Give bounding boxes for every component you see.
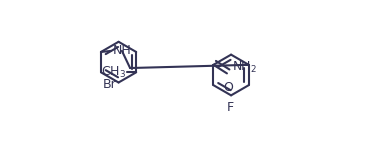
Text: Br: Br — [103, 78, 116, 91]
Text: F: F — [226, 101, 234, 114]
Text: CH$_3$: CH$_3$ — [101, 65, 126, 80]
Text: NH$_2$: NH$_2$ — [232, 59, 257, 75]
Text: NH: NH — [113, 44, 131, 57]
Text: O: O — [223, 81, 233, 94]
